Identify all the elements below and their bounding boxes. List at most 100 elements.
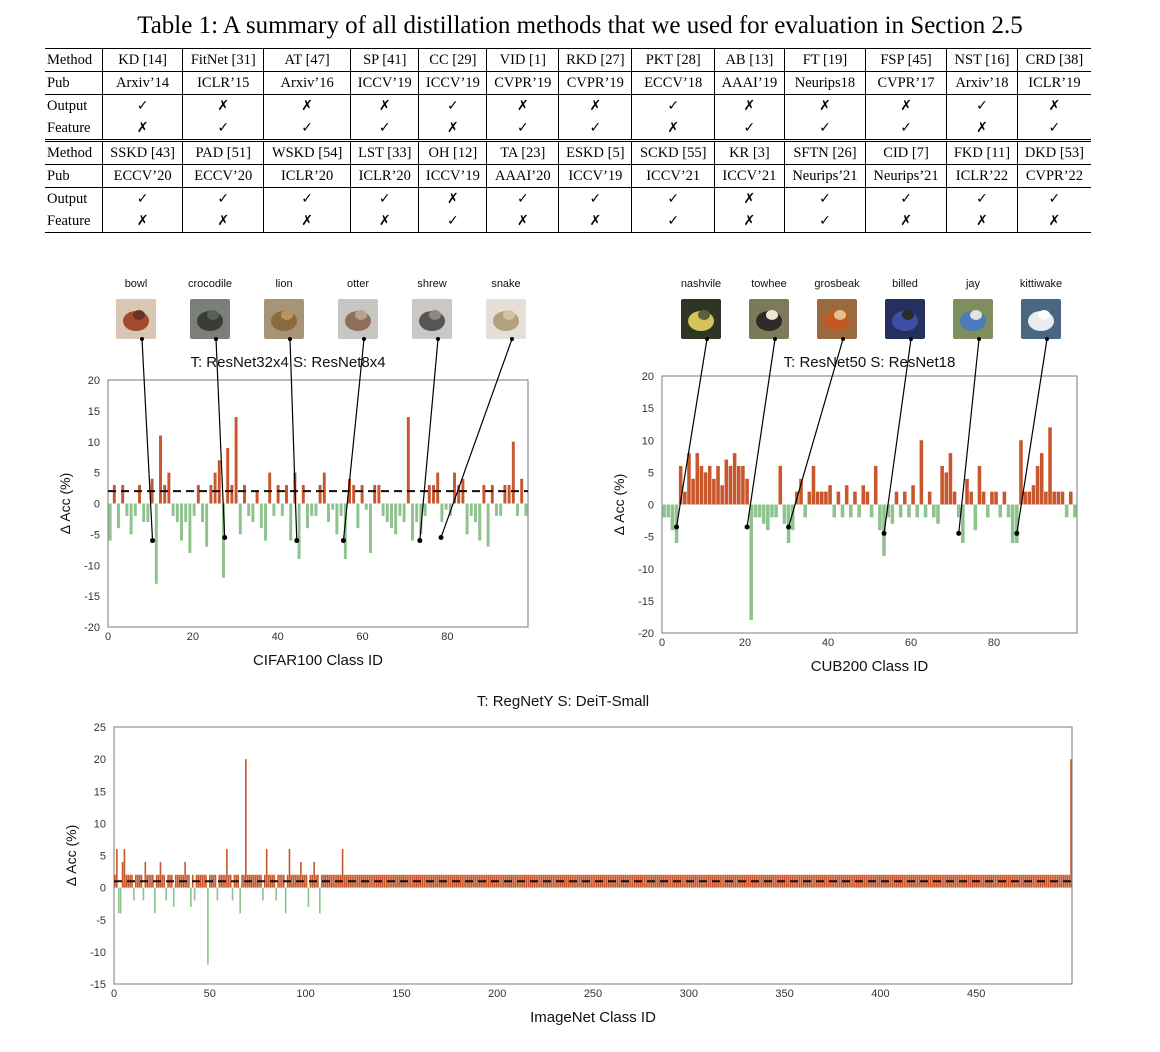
table-cell: ✓	[631, 210, 715, 233]
table-row-methods: Method KD [14] FitNet [31] AT [47] SP [41] CC…	[45, 48, 1091, 72]
bar	[1027, 491, 1032, 505]
bar	[932, 504, 936, 518]
bar	[303, 874, 306, 888]
x-tick-label: 60	[905, 637, 917, 649]
bar	[285, 484, 288, 504]
bar	[936, 504, 940, 524]
bar	[753, 504, 758, 518]
bar	[213, 472, 217, 504]
bar	[929, 874, 932, 888]
y-tick-label: -20	[638, 628, 654, 640]
bar	[741, 465, 745, 505]
table-cell: ✓	[864, 187, 947, 210]
bar	[1058, 874, 1061, 888]
bar	[255, 491, 259, 504]
bar	[539, 874, 541, 888]
bar	[385, 503, 389, 523]
table-cell: Arxiv’14	[102, 71, 183, 95]
bar	[577, 874, 579, 888]
bar	[956, 504, 961, 518]
bar	[512, 874, 515, 888]
table-cell: ✓	[783, 117, 866, 142]
bar	[408, 874, 410, 888]
class-name-label: towhee	[751, 278, 786, 290]
bar	[1002, 491, 1007, 505]
leader-line	[675, 338, 708, 528]
y-tick-label: 20	[88, 375, 100, 387]
y-tick-label: -10	[84, 560, 100, 572]
row-label: Feature	[45, 117, 103, 142]
bar	[184, 503, 188, 523]
x-axis-label: CUB200 Class ID	[811, 658, 929, 675]
bar	[196, 484, 200, 504]
bar	[482, 484, 486, 504]
bar	[799, 478, 803, 505]
class-thumbnail-image	[264, 299, 304, 339]
row-label: Output	[45, 94, 103, 117]
leader-dot	[881, 530, 887, 536]
leader-line	[419, 338, 439, 541]
bar	[865, 874, 867, 888]
bar	[827, 874, 830, 888]
leader-dot	[294, 538, 300, 544]
bar	[222, 503, 225, 578]
table-cell: ESKD [5]	[558, 140, 632, 165]
bar	[732, 874, 735, 888]
bar	[190, 887, 192, 907]
bar	[356, 503, 360, 529]
table-cell: RKD [27]	[558, 48, 632, 72]
class-name-label: nashvile	[681, 278, 721, 290]
leader-dot	[510, 337, 514, 341]
class-thumbnail-image	[412, 299, 452, 339]
table-cell: Arxiv’18	[946, 71, 1018, 95]
bar	[212, 874, 215, 888]
table-cell: VID [1]	[486, 48, 559, 72]
bar	[786, 504, 791, 544]
bar	[129, 503, 133, 535]
bar	[823, 874, 826, 888]
bar	[728, 465, 733, 505]
bar	[398, 874, 401, 888]
bar	[360, 484, 364, 504]
table-cell: ✗	[864, 210, 947, 233]
leader-line	[141, 338, 154, 541]
bar	[850, 874, 852, 888]
row-label: Method	[45, 140, 103, 165]
class-name-label: kittiwake	[1020, 278, 1062, 290]
bar	[259, 503, 263, 529]
class-thumbnail-image	[338, 299, 378, 339]
bar	[918, 874, 921, 888]
bar	[327, 503, 330, 523]
y-tick-label: 0	[648, 500, 654, 512]
bar	[890, 874, 892, 888]
bar	[772, 874, 775, 888]
bar	[487, 874, 490, 888]
table-cell: ECCV’20	[182, 164, 264, 188]
bar	[275, 887, 278, 901]
bar	[749, 504, 754, 621]
table-caption: Table 1: A summary of all distillation m…	[137, 12, 1023, 39]
bar	[245, 759, 247, 888]
leader-dot	[786, 524, 792, 530]
bar	[527, 874, 530, 888]
table-cell: CVPR’17	[864, 71, 947, 95]
table-cell: AB [13]	[713, 48, 785, 72]
table-row-feature: Feature ✗ ✗ ✗ ✗ ✓ ✗ ✗ ✓ ✗ ✓ ✗ ✗ ✗	[45, 210, 1091, 233]
x-tick-label: 80	[988, 637, 1000, 649]
table-cell: ICCV’19	[418, 164, 487, 188]
bar	[952, 491, 957, 505]
bar	[331, 503, 335, 510]
bar	[281, 874, 283, 888]
bar	[671, 874, 674, 888]
table-cell: CRD [38]	[1016, 48, 1091, 72]
bar	[125, 874, 128, 888]
table-cell: AAAI’19	[713, 71, 785, 95]
bar	[370, 874, 372, 888]
bar	[1045, 874, 1048, 888]
leader-dot	[1045, 337, 1049, 341]
table-cell: ✓	[558, 117, 632, 142]
leader-dot	[340, 538, 346, 544]
class-thumbnail-image	[749, 299, 789, 339]
bar	[798, 874, 801, 888]
leader-dot	[705, 337, 709, 341]
